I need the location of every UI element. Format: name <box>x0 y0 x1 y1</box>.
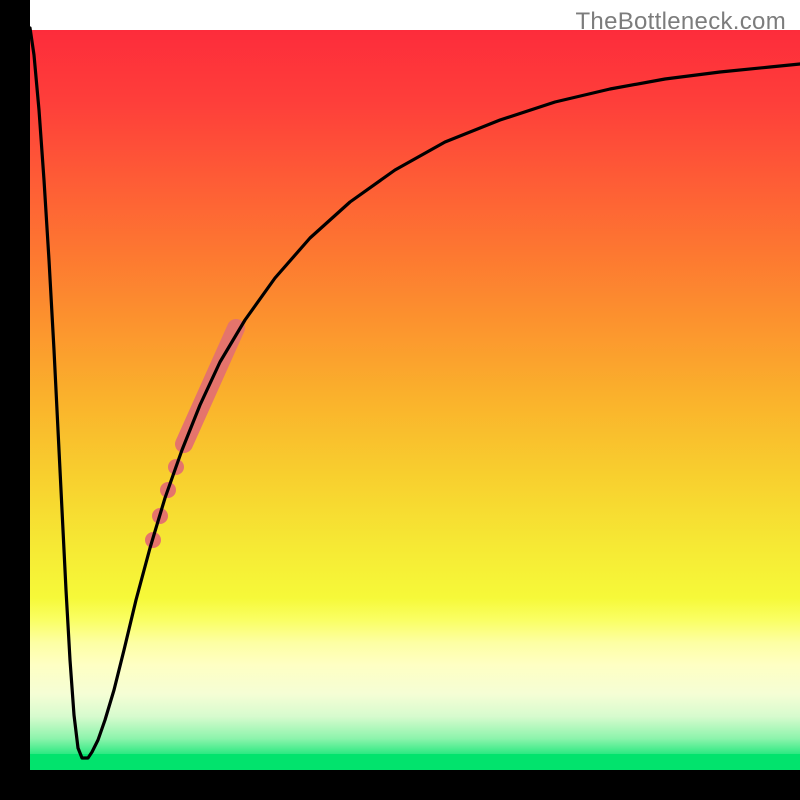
left-axis-border <box>0 0 30 800</box>
bottleneck-chart-svg <box>0 0 800 800</box>
bottom-axis-border <box>0 770 800 800</box>
watermark-label: TheBottleneck.com <box>575 8 786 36</box>
chart-container: TheBottleneck.com <box>0 0 800 800</box>
green-baseline-strip <box>30 754 800 770</box>
gradient-background <box>30 30 800 768</box>
